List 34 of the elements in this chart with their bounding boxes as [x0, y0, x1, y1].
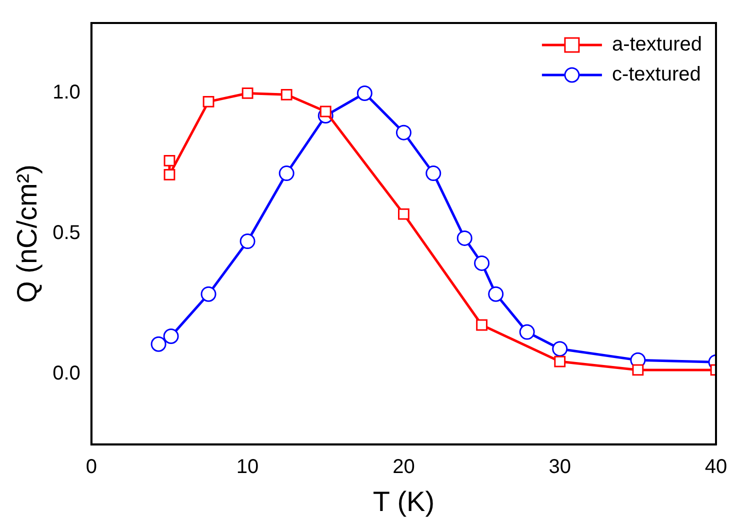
y-tick-label: 1.0 — [52, 82, 80, 104]
legend-label: c-textured — [612, 64, 701, 86]
point — [278, 166, 294, 182]
point — [519, 324, 535, 340]
x-axis-title: T (K) — [372, 486, 435, 517]
x-tick-label: 30 — [548, 456, 571, 478]
point — [396, 124, 412, 140]
x-tick-label: 20 — [392, 456, 415, 478]
point — [632, 364, 644, 376]
point — [164, 169, 176, 180]
y-tick-label: 0.0 — [52, 362, 80, 385]
point — [426, 166, 442, 182]
y-tick-label: 0.5 — [52, 222, 80, 244]
point — [554, 356, 566, 368]
point — [280, 88, 292, 100]
point — [163, 328, 179, 344]
point — [242, 88, 254, 99]
point — [456, 230, 472, 246]
point — [476, 319, 488, 331]
point — [488, 286, 504, 302]
point — [398, 208, 410, 220]
x-tick-label: 0 — [86, 456, 97, 478]
point — [150, 336, 166, 352]
y-axis-title: Q (nC/cm²) — [12, 164, 43, 303]
point — [240, 234, 256, 250]
point — [202, 96, 214, 108]
point — [356, 85, 372, 101]
x-tick-label: 40 — [704, 456, 728, 478]
x-tick-label: 10 — [236, 456, 259, 478]
legend-label: a-textured — [612, 34, 702, 56]
point — [474, 255, 490, 271]
point — [552, 341, 568, 357]
point — [200, 286, 216, 302]
point — [164, 154, 176, 166]
